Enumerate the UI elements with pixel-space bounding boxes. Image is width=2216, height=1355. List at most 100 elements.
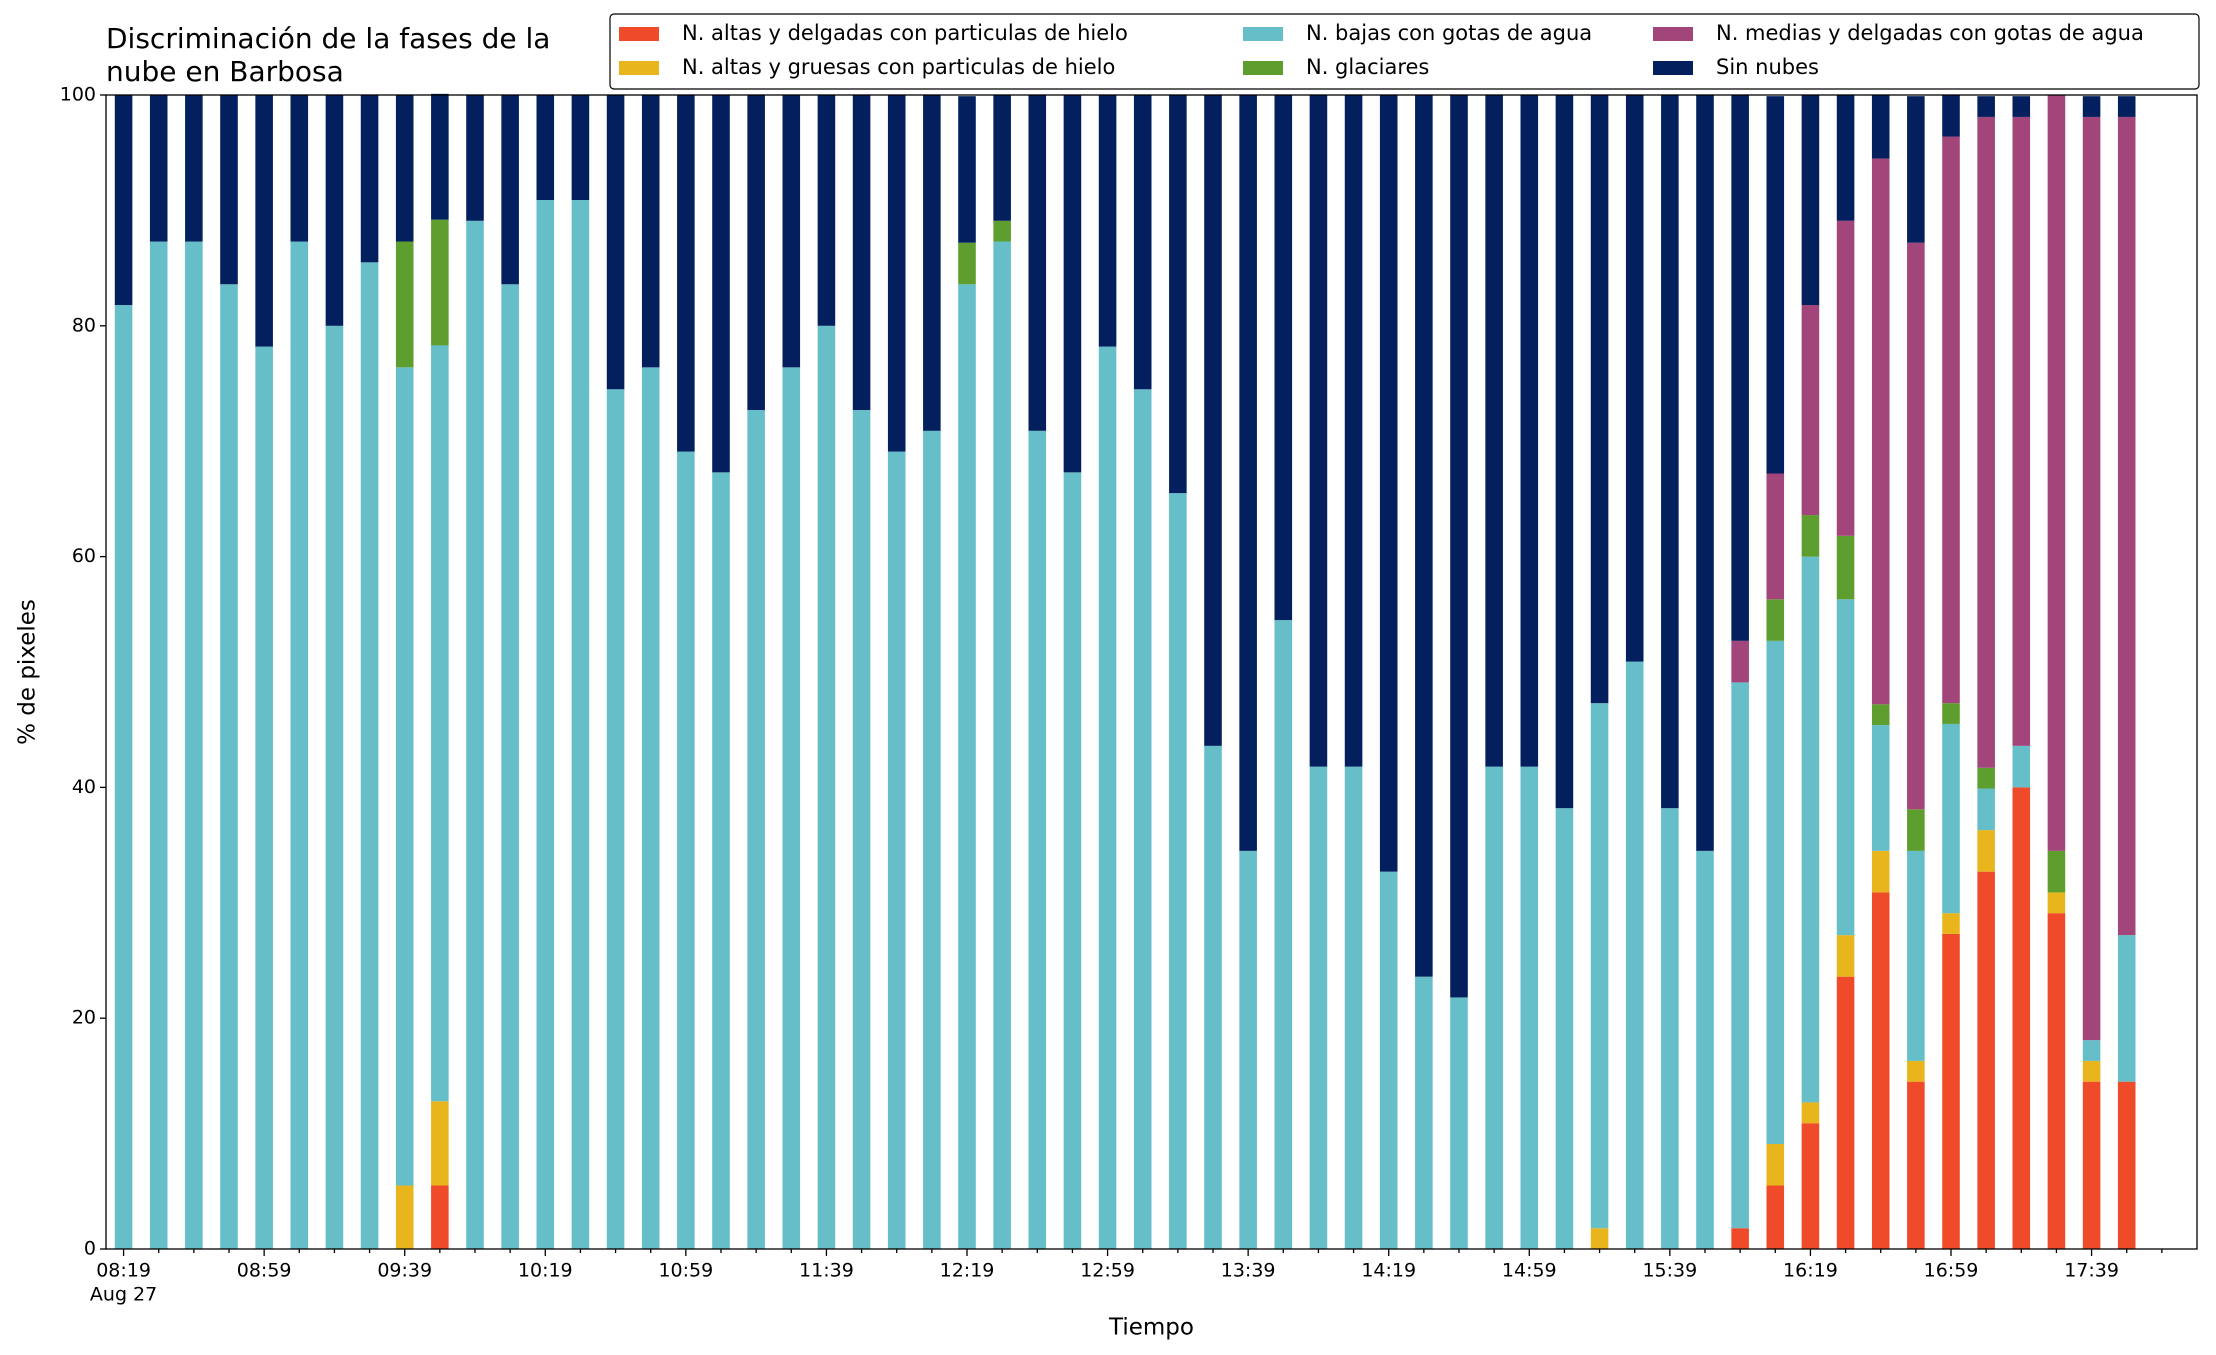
bar-segment bbox=[395, 367, 414, 1186]
bar-segment bbox=[817, 95, 836, 326]
bar-segment bbox=[1169, 95, 1187, 494]
bar-segment bbox=[1063, 472, 1082, 1249]
legend-label: Sin nubes bbox=[1716, 55, 1819, 79]
bar-segment bbox=[641, 367, 660, 1249]
bar-segment bbox=[782, 367, 801, 1249]
bar-segment bbox=[1907, 809, 1925, 851]
bar-segment bbox=[993, 241, 1011, 1250]
bar-segment bbox=[923, 95, 941, 431]
bar-segment bbox=[1801, 305, 1820, 516]
bar-segment bbox=[1801, 515, 1820, 557]
y-tick-label: 20 bbox=[72, 1007, 96, 1029]
bar-segment bbox=[395, 241, 414, 368]
bar-segment bbox=[1696, 850, 1714, 1249]
bar-segment bbox=[2082, 1040, 2101, 1061]
bar-segment bbox=[1204, 745, 1222, 1249]
bar-segment bbox=[431, 345, 449, 1102]
bar-segment bbox=[1169, 493, 1187, 1249]
bar-segment bbox=[431, 219, 449, 346]
bar-segment bbox=[1520, 766, 1539, 1249]
y-tick-label: 60 bbox=[72, 545, 96, 567]
bar-segment bbox=[1942, 913, 1960, 934]
bar-segment bbox=[1836, 976, 1855, 1249]
bar-segment bbox=[817, 325, 836, 1249]
bar-segment bbox=[606, 389, 625, 1249]
bar-segment bbox=[431, 1101, 449, 1186]
x-tick-label: 14:19 bbox=[1361, 1260, 1416, 1282]
bar-segment bbox=[1661, 95, 1679, 809]
bar-segment bbox=[431, 1185, 449, 1249]
bar-segment bbox=[1379, 95, 1398, 872]
legend-swatch bbox=[1243, 61, 1283, 75]
bar-segment bbox=[1907, 242, 1925, 810]
bar-segment bbox=[1098, 95, 1117, 347]
x-axis-label: Tiempo bbox=[1108, 1315, 1194, 1341]
bar-segment bbox=[536, 95, 555, 201]
bar-segment bbox=[2082, 96, 2101, 117]
bar-segment bbox=[1731, 1228, 1749, 1249]
bar-segment bbox=[1625, 95, 1644, 662]
bar-segment bbox=[1977, 830, 1995, 872]
bar-segment bbox=[1836, 599, 1855, 936]
bar-segment bbox=[1907, 850, 1925, 1061]
legend-swatch bbox=[619, 27, 659, 41]
bar-segment bbox=[1133, 95, 1152, 390]
x-tick-label: 08:19 bbox=[96, 1260, 151, 1282]
bar-segment bbox=[571, 95, 590, 201]
bar-segment bbox=[887, 95, 906, 452]
bar-segment bbox=[2047, 913, 2066, 1249]
legend-label: N. medias y delgadas con gotas de agua bbox=[1716, 21, 2144, 45]
bar-segment bbox=[395, 95, 414, 242]
bar-segment bbox=[1871, 892, 1890, 1249]
bar-segment bbox=[185, 95, 203, 242]
bar-segment bbox=[2082, 1081, 2101, 1249]
bar-segment bbox=[1942, 703, 1960, 724]
bar-segment bbox=[395, 1185, 414, 1249]
bar-segment bbox=[677, 451, 695, 1249]
bar-segment bbox=[1274, 95, 1293, 621]
bar-segment bbox=[1801, 1123, 1820, 1249]
bar-segment bbox=[290, 241, 309, 1250]
bar-segment bbox=[1871, 850, 1890, 893]
bar-segment bbox=[466, 95, 484, 221]
x-tick-label: 17:39 bbox=[2064, 1260, 2119, 1282]
bar-segment bbox=[2117, 935, 2136, 1082]
bar-segment bbox=[1485, 766, 1503, 1249]
x-tick-label: 10:59 bbox=[658, 1260, 713, 1282]
bar-segment bbox=[255, 95, 273, 347]
bar-segment bbox=[1555, 95, 1574, 809]
bar-segment bbox=[1415, 976, 1433, 1249]
bar-segment bbox=[1204, 95, 1222, 746]
bar-segment bbox=[782, 95, 801, 368]
bar-segment bbox=[2012, 116, 2031, 746]
legend-label: N. altas y delgadas con particulas de hi… bbox=[682, 21, 1128, 45]
legend-label: N. bajas con gotas de agua bbox=[1306, 21, 1592, 45]
bar-segment bbox=[2012, 96, 2031, 117]
bar-segment bbox=[1590, 95, 1609, 704]
bar-segment bbox=[958, 96, 976, 243]
bar-segment bbox=[1309, 766, 1328, 1249]
bar-segment bbox=[641, 95, 660, 368]
bar-segment bbox=[1942, 136, 1960, 704]
plot-frame bbox=[105, 94, 2198, 1250]
legend-swatch bbox=[619, 61, 659, 75]
bar-segment bbox=[1766, 640, 1785, 1144]
bar-segment bbox=[677, 95, 695, 452]
bar-segment bbox=[1450, 997, 1468, 1249]
bar-segment bbox=[1942, 723, 1960, 914]
bar-segment bbox=[149, 95, 168, 242]
bar-segment bbox=[1450, 95, 1468, 998]
bar-segment bbox=[1309, 95, 1328, 767]
bar-segment bbox=[1731, 682, 1749, 1229]
bar-segment bbox=[1942, 95, 1960, 137]
bar-segment bbox=[1766, 1143, 1785, 1186]
bar-segment bbox=[1942, 933, 1960, 1249]
bar-segment bbox=[114, 305, 133, 1249]
bar-segment bbox=[1028, 430, 1047, 1250]
bar-segment bbox=[290, 95, 309, 242]
x-tick-label: 08:59 bbox=[237, 1260, 292, 1282]
bar-segment bbox=[1977, 767, 1995, 789]
bar-segment bbox=[712, 95, 730, 473]
bar-segment bbox=[1977, 116, 1995, 768]
